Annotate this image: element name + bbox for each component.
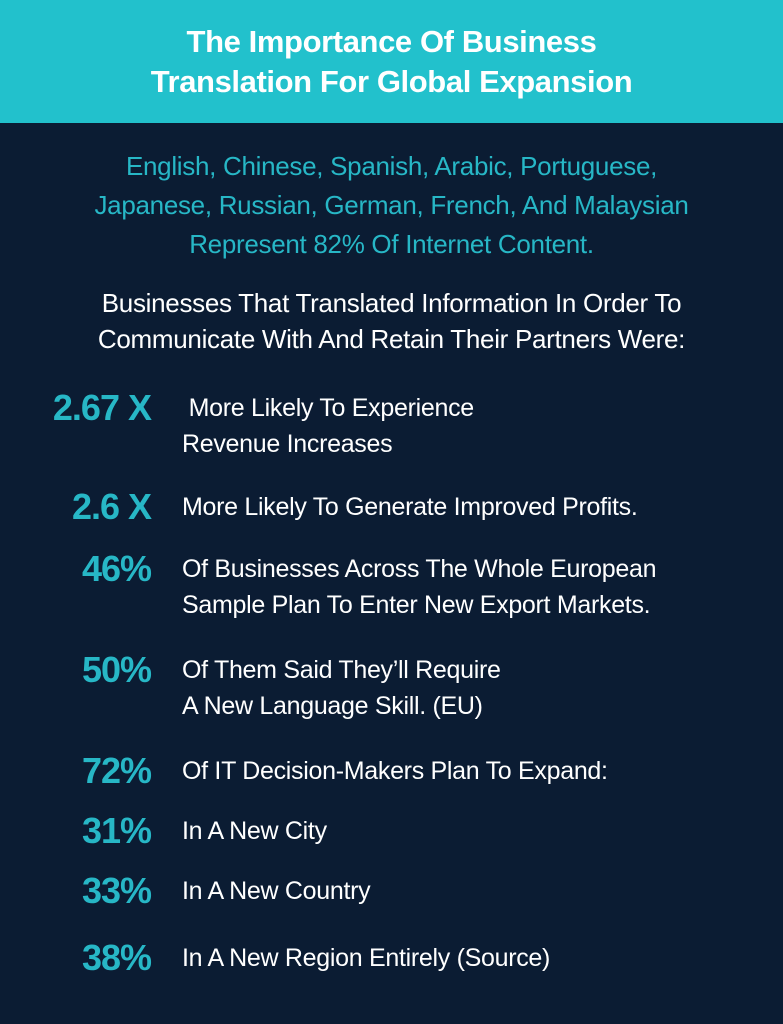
stat-new-city: 31% In A New City: [0, 809, 783, 869]
stat-description-line-1: In A New City: [182, 817, 327, 845]
stat-description-line-2: Revenue Increases: [182, 430, 393, 458]
stat-export-markets: 46% Of Businesses Across The Whole Europ…: [0, 547, 783, 619]
stat-description-line-1: In A New Country: [182, 877, 371, 905]
stat-value: 50%: [81, 649, 152, 690]
stat-new-region: 38% In A New Region Entirely (Source): [0, 936, 783, 996]
stat-value: 2.6 X: [71, 486, 152, 527]
intro-line-1: Businesses That Translated Information I…: [101, 288, 682, 318]
stat-description-line-1: In A New Region Entirely (Source): [182, 944, 551, 972]
page-title-line-1: The Importance Of Business: [186, 23, 597, 59]
subtitle-line-1: English, Chinese, Spanish, Arabic, Portu…: [125, 151, 658, 181]
stat-description: Of IT Decision-Makers Plan To Expand:: [182, 753, 608, 789]
page-title-line-2: Translation For Global Expansion: [150, 63, 633, 99]
header-banner: The Importance Of Business Translation F…: [0, 0, 783, 123]
stat-value: 2.67 X: [52, 387, 152, 428]
stat-description-line-1: Of IT Decision-Makers Plan To Expand:: [182, 757, 608, 785]
stat-description: Of Businesses Across The Whole European …: [182, 551, 657, 623]
stat-description: In A New Region Entirely (Source): [182, 940, 550, 976]
stat-it-expansion: 72% Of IT Decision-Makers Plan To Expand…: [0, 749, 783, 809]
stat-description: In A New Country: [182, 873, 371, 909]
internet-content-subtitle: English, Chinese, Spanish, Arabic, Portu…: [0, 147, 783, 264]
stat-revenue-increase: 2.67 X More Likely To Experience Revenue…: [0, 386, 783, 458]
stat-value: 46%: [81, 548, 152, 589]
stat-value: 72%: [81, 750, 152, 791]
stat-description: Of Them Said They’ll Require A New Langu…: [182, 652, 501, 724]
stat-description: More Likely To Experience Revenue Increa…: [182, 390, 474, 462]
stat-description-line-1: Of Businesses Across The Whole European: [182, 555, 657, 583]
stat-language-skill: 50% Of Them Said They’ll Require A New L…: [0, 648, 783, 720]
stat-description-line-2: A New Language Skill. (EU): [182, 692, 483, 720]
stat-description-line-2: Sample Plan To Enter New Export Markets.: [182, 591, 651, 619]
stat-description: More Likely To Generate Improved Profits…: [182, 489, 638, 525]
stat-value: 38%: [81, 937, 152, 978]
stat-value: 33%: [81, 870, 152, 911]
subtitle-line-2: Japanese, Russian, German, French, And M…: [94, 190, 689, 220]
stat-description-line-1: Of Them Said They’ll Require: [182, 656, 501, 684]
stat-improved-profits: 2.6 X More Likely To Generate Improved P…: [0, 485, 783, 545]
stat-value: 31%: [81, 810, 152, 851]
stat-description: In A New City: [182, 813, 327, 849]
intro-line-2: Communicate With And Retain Their Partne…: [97, 324, 686, 354]
stat-description-line-1: More Likely To Experience: [182, 394, 475, 422]
subtitle-line-3: Represent 82% Of Internet Content.: [189, 229, 594, 259]
intro-text: Businesses That Translated Information I…: [0, 285, 783, 357]
stat-new-country: 33% In A New Country: [0, 869, 783, 929]
stat-description-line-1: More Likely To Generate Improved Profits…: [182, 493, 638, 521]
